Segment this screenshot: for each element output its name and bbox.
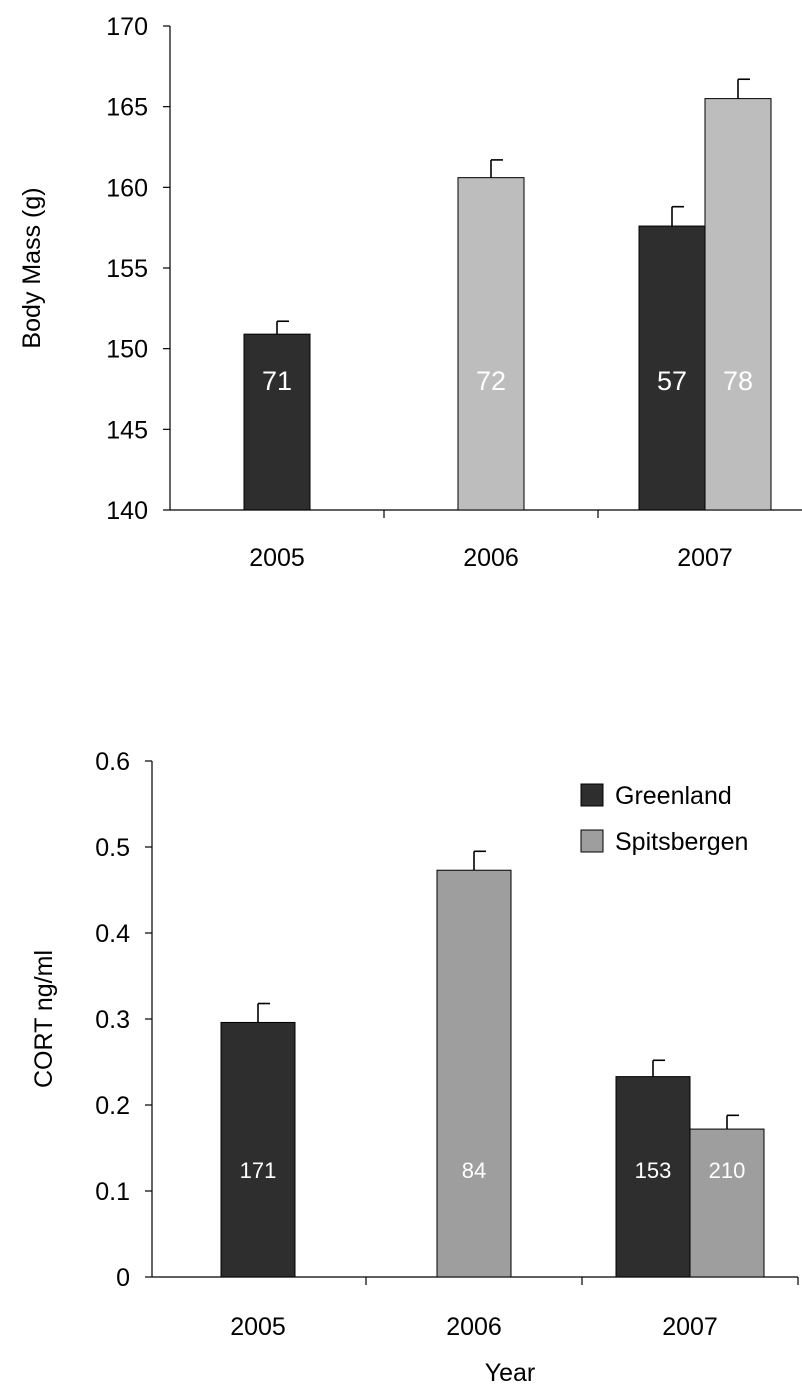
y-tick-label: 170 bbox=[106, 13, 148, 41]
x-tick-label: 2006 bbox=[463, 544, 519, 572]
x-tick-label: 2007 bbox=[662, 1313, 718, 1341]
x-tick-label: 2006 bbox=[446, 1313, 502, 1341]
y-tick-label: 140 bbox=[106, 497, 148, 525]
bar-count-label: 153 bbox=[635, 1158, 672, 1183]
bar-2007-series-0 bbox=[615, 1076, 691, 1278]
bar-count-label: 72 bbox=[476, 366, 506, 396]
body-mass-chart: 140 145 150 155 160 165 170 2005 2006 2007 Body Ma… bbox=[18, 13, 802, 572]
y-tick-label: 0.2 bbox=[95, 1092, 130, 1120]
legend-swatch-0 bbox=[580, 783, 604, 807]
y-axis-title: Body Mass (g) bbox=[18, 187, 46, 348]
bar-2006-series-1 bbox=[436, 869, 512, 1278]
y-tick-label: 0.4 bbox=[95, 920, 130, 948]
y-tick-label: 155 bbox=[106, 255, 148, 283]
legend-label-1: Spitsbergen bbox=[615, 828, 748, 856]
y-tick-label: 165 bbox=[106, 94, 148, 122]
y-axis-title: CORT ng/ml bbox=[30, 950, 58, 1088]
bar-count-label: 210 bbox=[709, 1158, 746, 1183]
y-tick-label: 145 bbox=[106, 416, 148, 444]
x-tick-label: 2005 bbox=[230, 1313, 286, 1341]
y-tick-label: 150 bbox=[106, 336, 148, 364]
bar-2005-series-0 bbox=[243, 333, 311, 511]
bar-count-label: 84 bbox=[462, 1158, 486, 1183]
bar-2006-series-1 bbox=[457, 177, 525, 511]
x-tick-label: 2005 bbox=[249, 544, 305, 572]
legend-label-0: Greenland bbox=[615, 782, 732, 810]
y-tick-label: 0 bbox=[116, 1264, 130, 1292]
y-tick-label: 0.5 bbox=[95, 834, 130, 862]
x-axis-title: Year bbox=[485, 1359, 536, 1387]
y-tick-label: 0.6 bbox=[95, 748, 130, 776]
bar-count-label: 57 bbox=[657, 366, 687, 396]
bar-2007-series-1 bbox=[689, 1128, 765, 1278]
bar-count-label: 71 bbox=[262, 366, 292, 396]
bar-2005-series-0 bbox=[220, 1021, 296, 1278]
y-tick-label: 0.1 bbox=[95, 1178, 130, 1206]
bar-count-label: 171 bbox=[240, 1158, 277, 1183]
bar-2007-series-0 bbox=[638, 225, 706, 511]
cort-chart: 0 0.1 0.2 0.3 0.4 0.5 0.6 2005 2006 2007 CORT ng/m… bbox=[30, 748, 799, 1387]
bar-count-label: 78 bbox=[723, 366, 753, 396]
legend-swatch-1 bbox=[580, 829, 604, 853]
y-tick-label: 0.3 bbox=[95, 1006, 130, 1034]
bar-2007-series-1 bbox=[704, 98, 772, 511]
y-tick-label: 160 bbox=[106, 174, 148, 202]
x-tick-label: 2007 bbox=[677, 544, 733, 572]
